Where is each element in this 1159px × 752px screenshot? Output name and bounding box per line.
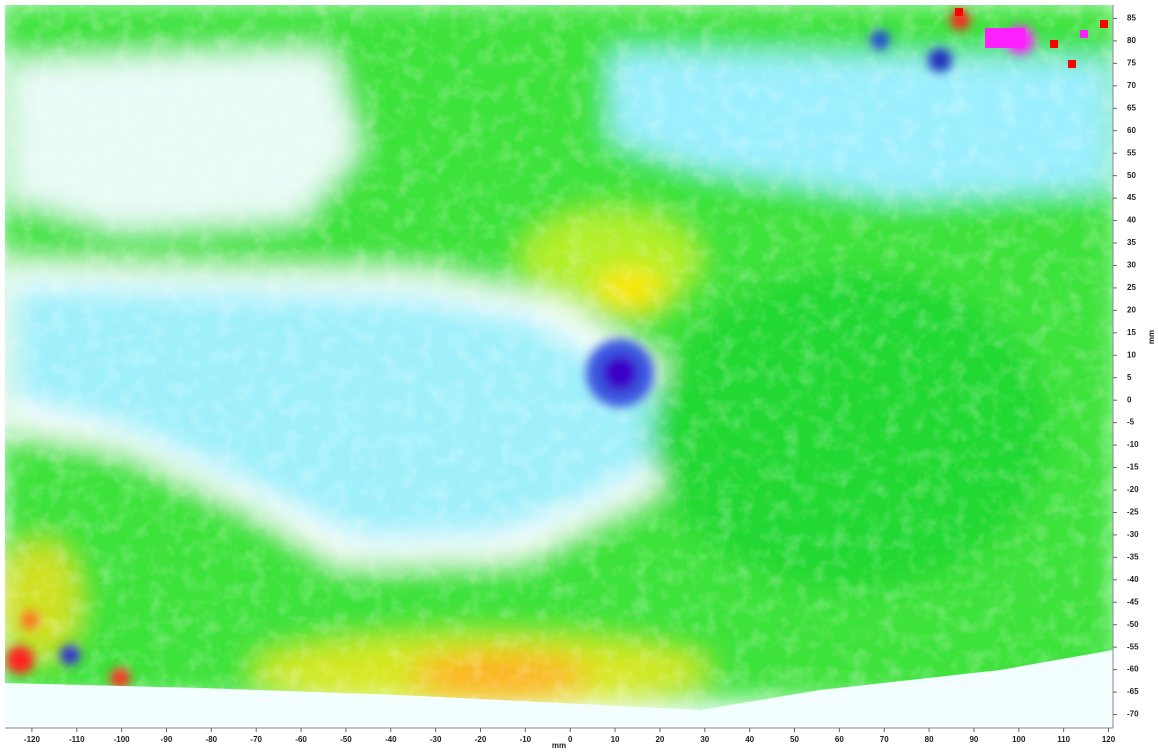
y-tick-label: -15 [1127,463,1139,472]
x-tick-label: -60 [295,735,307,744]
y-axis-label: mm [1147,330,1156,344]
x-tick-label: -120 [24,735,41,744]
y-tick-label: 60 [1127,126,1136,135]
y-tick-label: -35 [1127,552,1139,561]
y-tick-label: -40 [1127,575,1139,584]
y-tick-label: 15 [1127,328,1136,337]
x-tick-label: 110 [1057,735,1070,744]
x-tick-label: 0 [568,735,573,744]
x-tick-label: 70 [880,735,889,744]
x-tick-label: 30 [700,735,709,744]
y-tick-label: 65 [1127,103,1136,112]
y-tick-label: 75 [1127,58,1136,67]
y-tick-label: 80 [1127,36,1136,45]
y-tick-label: -25 [1127,508,1139,517]
y-tick-label: 0 [1127,395,1132,404]
y-tick-label: -30 [1127,530,1139,539]
y-tick-label: -70 [1127,710,1139,719]
y-tick-label: 70 [1127,81,1136,90]
x-tick-label: -40 [385,735,397,744]
x-tick-label: -110 [69,735,85,744]
x-tick-label: -80 [206,735,218,744]
y-tick-label: -60 [1127,665,1139,674]
x-tick-label: 80 [925,735,934,744]
x-tick-label: 10 [611,735,620,744]
y-tick-label: -20 [1127,485,1139,494]
y-tick-label: 10 [1127,350,1136,359]
x-tick-label: -100 [114,735,131,744]
x-tick-label: 60 [835,735,844,744]
y-tick-label: 5 [1127,373,1132,382]
x-tick-label: 120 [1102,735,1116,744]
y-tick-label: -5 [1127,418,1135,427]
y-tick-label: 20 [1127,305,1136,314]
x-tick-label: -30 [430,735,442,744]
x-tick-label: -20 [475,735,487,744]
x-tick-label: 90 [969,735,978,744]
y-tick-label: -65 [1127,687,1139,696]
y-tick-label: 35 [1127,238,1136,247]
y-tick-label: -45 [1127,597,1139,606]
y-tick-label: 85 [1127,14,1136,23]
x-tick-label: -70 [250,735,262,744]
x-tick-label: 100 [1012,735,1026,744]
x-tick-label: -90 [161,735,173,744]
x-tick-label: -10 [520,735,532,744]
x-tick-label: -50 [340,735,352,744]
x-axis-label: mm [552,741,566,750]
y-tick-label: 30 [1127,261,1136,270]
heatmap-field [5,5,1113,728]
y-tick-label: -55 [1127,642,1139,651]
x-tick-label: 40 [745,735,754,744]
y-tick-label: -10 [1127,440,1139,449]
y-tick-label: 45 [1127,193,1136,202]
y-tick-label: -50 [1127,620,1139,629]
y-tick-label: 25 [1127,283,1136,292]
y-tick-label: 50 [1127,171,1136,180]
y-tick-label: 55 [1127,148,1136,157]
y-tick-label: 40 [1127,216,1136,225]
x-tick-label: 20 [655,735,664,744]
x-tick-label: 50 [790,735,799,744]
